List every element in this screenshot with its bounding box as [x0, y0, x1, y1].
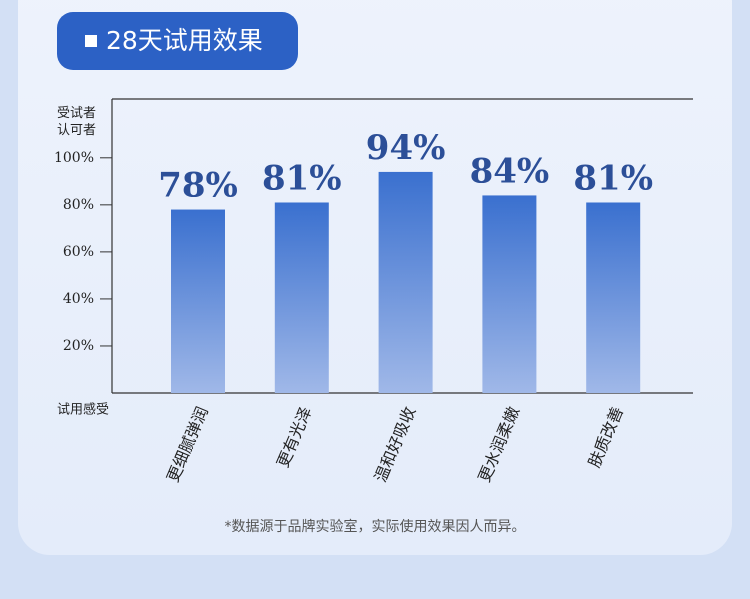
y-tick-label: 20%	[63, 338, 94, 354]
chart-title: 28天试用效果	[106, 26, 263, 55]
bar	[171, 209, 225, 393]
value-label: 94%	[366, 128, 446, 168]
value-label: 84%	[470, 151, 550, 191]
title-bullet	[85, 35, 97, 47]
value-label: 81%	[262, 158, 342, 198]
x-axis-title: 试用感受	[57, 402, 109, 418]
bar	[274, 202, 329, 393]
title-pill	[57, 12, 298, 70]
value-label: 78%	[158, 166, 238, 206]
footnote: *数据源于品牌实验室，实际使用效果因人而异。	[225, 518, 526, 535]
bar	[378, 171, 433, 393]
y-tick-label: 40%	[63, 291, 94, 307]
y-tick-label: 60%	[63, 244, 94, 260]
bar	[482, 195, 537, 393]
value-label: 81%	[573, 158, 653, 198]
card	[18, 0, 732, 555]
y-axis-title: 受试者认可者	[57, 106, 96, 138]
y-tick-label: 80%	[63, 197, 94, 213]
bar	[586, 202, 641, 393]
y-tick-label: 100%	[54, 150, 94, 166]
